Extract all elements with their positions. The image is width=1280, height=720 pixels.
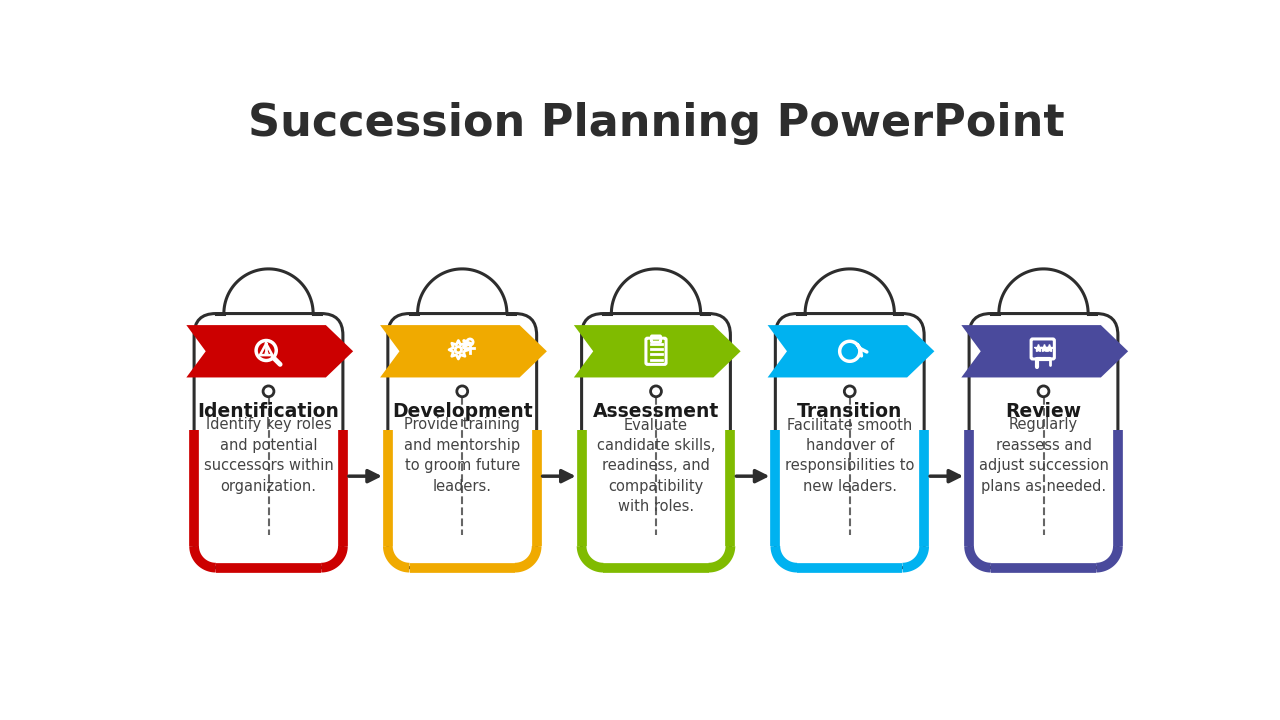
Circle shape: [264, 386, 274, 397]
Text: Facilitate smooth
handover of
responsibilities to
new leaders.: Facilitate smooth handover of responsibi…: [785, 418, 914, 494]
Text: Review: Review: [1005, 402, 1082, 421]
FancyBboxPatch shape: [388, 313, 536, 567]
FancyBboxPatch shape: [969, 313, 1117, 567]
FancyBboxPatch shape: [776, 313, 924, 567]
Text: Regularly
reassess and
adjust succession
plans as needed.: Regularly reassess and adjust succession…: [979, 418, 1108, 494]
Polygon shape: [573, 325, 741, 377]
Polygon shape: [380, 325, 547, 377]
Circle shape: [650, 386, 662, 397]
Text: Provide training
and mentorship
to groom future
leaders.: Provide training and mentorship to groom…: [404, 418, 520, 494]
Text: Assessment: Assessment: [593, 402, 719, 421]
FancyBboxPatch shape: [195, 313, 343, 567]
Circle shape: [457, 386, 467, 397]
FancyBboxPatch shape: [581, 313, 731, 567]
Polygon shape: [961, 325, 1128, 377]
Circle shape: [1038, 386, 1048, 397]
Polygon shape: [768, 325, 934, 377]
Text: Development: Development: [392, 402, 532, 421]
Circle shape: [845, 386, 855, 397]
Text: Transition: Transition: [797, 402, 902, 421]
Polygon shape: [187, 325, 353, 377]
Text: Identification: Identification: [197, 402, 339, 421]
Text: Evaluate
candidate skills,
readiness, and
compatibility
with roles.: Evaluate candidate skills, readiness, an…: [596, 418, 716, 514]
Text: Identify key roles
and potential
successors within
organization.: Identify key roles and potential success…: [204, 418, 333, 494]
Text: Succession Planning PowerPoint: Succession Planning PowerPoint: [248, 102, 1064, 145]
